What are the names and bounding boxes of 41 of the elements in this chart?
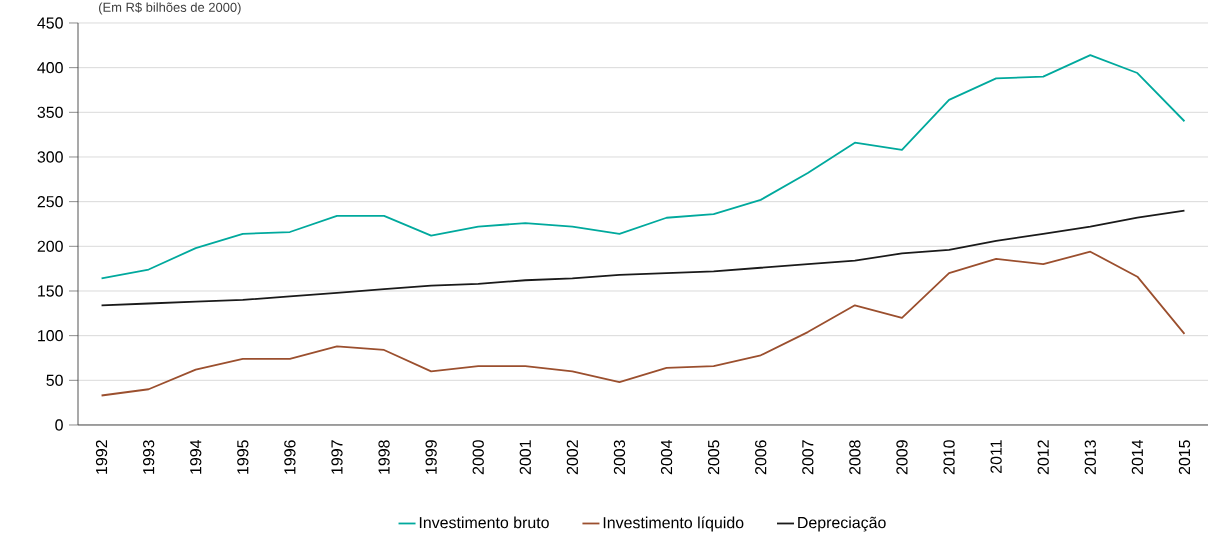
y-tick-label: 100 bbox=[38, 330, 63, 342]
y-tick-label: 150 bbox=[38, 285, 63, 297]
y-tick-label: 50 bbox=[46, 374, 63, 386]
x-tick-label: 2009 bbox=[896, 440, 908, 475]
x-tick-label: 1998 bbox=[378, 440, 390, 474]
legend-label: Depreciação bbox=[798, 516, 886, 532]
x-tick-label: 2014 bbox=[1131, 439, 1144, 475]
line-series bbox=[100, 54, 1186, 280]
x-tick-label: 2008 bbox=[849, 440, 861, 475]
x-tick-label: 2012 bbox=[1037, 440, 1049, 475]
y-tick-label: 200 bbox=[37, 240, 63, 252]
x-tick-label: 2010 bbox=[943, 440, 955, 475]
x-tick-label: 1992 bbox=[95, 440, 108, 474]
x-tick-label: 1993 bbox=[143, 440, 155, 474]
x-tick-label: 1994 bbox=[190, 439, 202, 474]
x-tick-label: 1996 bbox=[284, 440, 296, 474]
line-series bbox=[100, 209, 1186, 307]
x-tick-label: 2015 bbox=[1178, 440, 1191, 475]
chart-subtitle: (Em R$ bilhões de 2000) bbox=[99, 2, 241, 15]
line-series bbox=[100, 250, 1186, 397]
x-tick-label: 2002 bbox=[566, 440, 579, 475]
legend-label: Investimento líquido bbox=[603, 516, 744, 532]
x-tick-label: 2005 bbox=[707, 440, 720, 475]
y-tick-label: 0 bbox=[55, 419, 63, 431]
x-tick-label: 2007 bbox=[802, 440, 814, 475]
y-tick-label: 450 bbox=[37, 17, 63, 29]
y-tick-label: 250 bbox=[37, 196, 63, 208]
x-tick-label: 1999 bbox=[425, 440, 437, 474]
x-tick-label: 2013 bbox=[1084, 440, 1096, 475]
y-tick-label: 350 bbox=[37, 106, 63, 118]
y-tick-label: 300 bbox=[37, 151, 63, 163]
x-tick-label: 2000 bbox=[472, 440, 484, 475]
y-tick-label: 400 bbox=[37, 62, 63, 74]
x-tick-label: 2011 bbox=[990, 440, 1002, 473]
x-tick-label: 2003 bbox=[613, 440, 626, 475]
x-tick-label: 1997 bbox=[331, 440, 343, 474]
x-tick-label: 2006 bbox=[755, 440, 767, 475]
legend-label: Investimento bruto bbox=[419, 516, 549, 529]
x-tick-label: 2004 bbox=[660, 439, 673, 475]
x-tick-label: 2001 bbox=[519, 440, 531, 475]
x-tick-label: 1995 bbox=[237, 440, 249, 474]
